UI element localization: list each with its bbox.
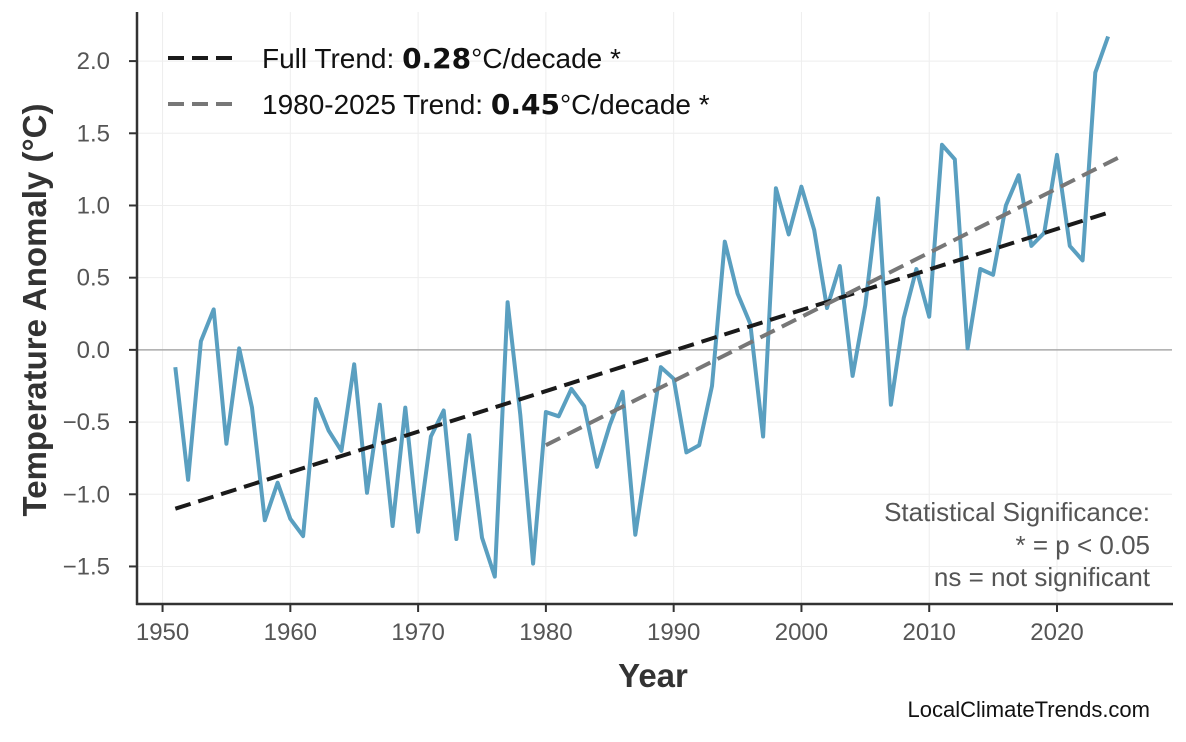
y-tick-label: 1.5 (77, 120, 110, 147)
legend-recent-trend: 1980-2025 Trend: 0.45°C/decade * (262, 88, 710, 121)
y-tick-label: −0.5 (63, 409, 110, 436)
significance-title: Statistical Significance: (884, 497, 1150, 527)
x-tick-label: 1960 (264, 619, 317, 646)
y-tick-label: 0.5 (77, 265, 110, 292)
x-tick-label: 1980 (519, 619, 572, 646)
significance-line-1: * = p < 0.05 (1016, 530, 1150, 560)
x-tick-label: 1970 (391, 619, 444, 646)
series-line (173, 35, 1110, 579)
recent-trend-line (544, 154, 1122, 447)
x-tick-label: 2020 (1030, 619, 1083, 646)
watermark: LocalClimateTrends.com (908, 697, 1151, 722)
y-tick-label: −1.0 (63, 481, 110, 508)
full-trend-line (174, 210, 1109, 511)
axes (135, 12, 1173, 606)
y-tick-label: 0.0 (77, 337, 110, 364)
y-tick-label: 2.0 (77, 48, 110, 75)
y-tick-label: −1.5 (63, 553, 110, 580)
x-tick-label: 2010 (903, 619, 956, 646)
x-tick-label: 2000 (775, 619, 828, 646)
x-tick-label: 1950 (136, 619, 189, 646)
legend: Full Trend: 0.28°C/decade * 1980-2025 Tr… (168, 42, 710, 121)
y-axis-label: Temperature Anomaly (°C) (16, 104, 53, 517)
legend-full-trend: Full Trend: 0.28°C/decade * (262, 42, 621, 75)
x-axis-label: Year (618, 657, 688, 694)
significance-note: Statistical Significance: * = p < 0.05 n… (884, 497, 1151, 592)
y-tick-label: 1.0 (77, 192, 110, 219)
x-tick-label: 1990 (647, 619, 700, 646)
significance-line-2: ns = not significant (934, 562, 1151, 592)
